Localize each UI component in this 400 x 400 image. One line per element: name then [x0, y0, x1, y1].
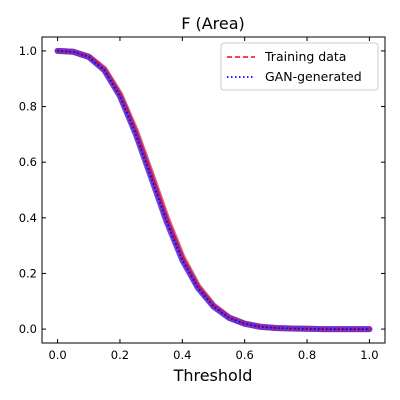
- y-tick-label: 1.0: [19, 44, 37, 58]
- chart-title: F (Area): [181, 14, 245, 33]
- confidence-bands: [54, 47, 373, 333]
- x-axis-ticks: 0.0 0.2 0.4 0.6 0.8 1.0: [48, 37, 379, 362]
- y-tick-label: 0.6: [19, 155, 37, 169]
- band-gan: [54, 47, 373, 333]
- legend: Training data GAN-generated: [220, 42, 379, 91]
- x-tick-label: 0.2: [111, 348, 129, 362]
- y-tick-label: 0.0: [19, 322, 37, 336]
- legend-label-gan: GAN-generated: [265, 69, 362, 84]
- x-tick-label: 1.0: [360, 348, 378, 362]
- x-tick-label: 0.6: [236, 348, 254, 362]
- y-tick-label: 0.2: [19, 266, 37, 280]
- y-tick-label: 0.8: [19, 100, 37, 114]
- legend-box: [220, 42, 379, 91]
- y-tick-label: 0.4: [19, 211, 37, 225]
- x-tick-label: 0.4: [173, 348, 191, 362]
- x-tick-label: 0.8: [298, 348, 316, 362]
- series-line-training: [57, 50, 370, 330]
- x-axis-label: Threshold: [173, 366, 253, 385]
- series-line-gan: [57, 50, 370, 330]
- legend-label-training: Training data: [264, 49, 346, 64]
- y-axis-ticks: 0.0 0.2 0.4 0.6 0.8 1.0: [19, 44, 385, 336]
- plot-frame: [41, 36, 386, 344]
- x-tick-label: 0.0: [48, 348, 66, 362]
- band-training: [54, 47, 373, 333]
- series-lines: [57, 50, 370, 330]
